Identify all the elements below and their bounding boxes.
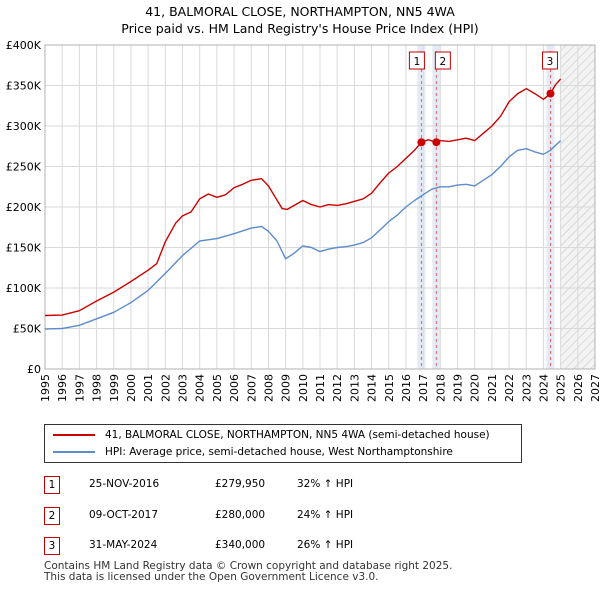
sale-label-box: 1 — [408, 51, 425, 70]
footer: Contains HM Land Registry data © Crown c… — [44, 561, 452, 583]
x-tick-label: 2021 — [486, 374, 499, 402]
legend-item-property: 41, BALMORAL CLOSE, NORTHAMPTON, NN5 4WA… — [53, 429, 490, 441]
sale-label: 3 — [547, 56, 554, 68]
x-tick-label: 2002 — [159, 374, 172, 402]
x-tick-label: 2010 — [297, 374, 310, 402]
x-tick-label: 2004 — [194, 374, 207, 402]
y-tick-label: £0 — [27, 363, 41, 376]
x-tick-label: 2026 — [572, 374, 585, 402]
y-tick-label: £250K — [6, 161, 42, 174]
transaction-badge: 3 — [44, 537, 60, 555]
x-tick-label: 2027 — [589, 374, 600, 402]
transaction-row: 2 09-OCT-2017 £280,000 24% ↑ HPI — [44, 507, 464, 525]
x-tick-label: 1997 — [73, 374, 86, 402]
chart-title: 41, BALMORAL CLOSE, NORTHAMPTON, NN5 4WA… — [0, 3, 600, 37]
x-tick-label: 2016 — [400, 374, 413, 402]
sale-label-box: 2 — [434, 51, 451, 70]
x-tick-label: 1998 — [91, 374, 104, 402]
x-tick-label: 2024 — [537, 374, 550, 402]
transaction-price: £280,000 — [215, 509, 266, 521]
transaction-hpi-delta: 24% ↑ HPI — [297, 509, 354, 521]
legend-swatch-property — [53, 434, 95, 436]
hpi-series-line — [44, 140, 562, 330]
y-tick-label: £200K — [6, 201, 42, 214]
sale-label: 1 — [414, 56, 421, 68]
x-tick-label: 2017 — [417, 374, 430, 402]
x-tick-label: 2001 — [142, 374, 155, 402]
x-tick-label: 2025 — [555, 374, 568, 402]
x-tick-label: 2003 — [177, 374, 190, 402]
x-tick-label: 1996 — [56, 374, 69, 402]
x-tick-label: 2018 — [434, 374, 447, 402]
transaction-price: £340,000 — [215, 539, 266, 551]
x-tick-label: 2023 — [520, 374, 533, 402]
y-tick-label: £100K — [6, 282, 42, 295]
x-tick-label: 2013 — [348, 374, 361, 402]
legend-item-hpi: HPI: Average price, semi-detached house,… — [53, 446, 453, 458]
x-tick-label: 2007 — [245, 374, 258, 402]
transaction-badge: 2 — [44, 507, 60, 525]
sale-point — [546, 89, 555, 98]
x-tick-label: 2015 — [383, 374, 396, 402]
x-tick-label: 2014 — [366, 374, 379, 402]
y-tick-label: £300K — [6, 120, 42, 133]
plot-border — [44, 44, 596, 370]
sale-label: 2 — [440, 56, 447, 68]
y-tick-label: £400K — [6, 39, 42, 52]
x-tick-label: 2011 — [314, 374, 327, 402]
sale-label-border — [541, 51, 558, 70]
x-tick-label: 2009 — [280, 374, 293, 402]
chart-title-line2: Price paid vs. HM Land Registry's House … — [121, 21, 479, 36]
x-tick-label: 2008 — [262, 374, 275, 402]
sale-point — [432, 138, 441, 147]
x-tick-label: 2006 — [228, 374, 241, 402]
legend: 41, BALMORAL CLOSE, NORTHAMPTON, NN5 4WA… — [44, 424, 522, 463]
x-tick-label: 2022 — [503, 374, 516, 402]
x-tick-label: 2019 — [452, 374, 465, 402]
x-tick-label: 1999 — [108, 374, 121, 402]
transaction-date: 31-MAY-2024 — [89, 539, 158, 551]
transaction-date: 09-OCT-2017 — [89, 509, 158, 521]
property-series-line — [44, 78, 562, 317]
legend-label-hpi: HPI: Average price, semi-detached house,… — [105, 446, 453, 458]
sale-label-box: 3 — [541, 51, 558, 70]
x-tick-label: 2020 — [469, 374, 482, 402]
footer-license: This data is licensed under the Open Gov… — [44, 571, 379, 583]
legend-swatch-hpi — [53, 451, 95, 453]
legend-label-property: 41, BALMORAL CLOSE, NORTHAMPTON, NN5 4WA… — [105, 429, 490, 441]
sale-label-border — [408, 51, 425, 70]
transaction-date: 25-NOV-2016 — [89, 478, 160, 490]
x-tick-label: 1995 — [39, 374, 52, 402]
transaction-row: 3 31-MAY-2024 £340,000 26% ↑ HPI — [44, 537, 464, 555]
x-tick-label: 2000 — [125, 374, 138, 402]
y-tick-label: £150K — [6, 242, 42, 255]
transaction-row: 1 25-NOV-2016 £279,950 32% ↑ HPI — [44, 476, 464, 494]
transaction-badge: 1 — [44, 476, 60, 494]
transaction-price: £279,950 — [215, 478, 266, 490]
price-chart: 1 2 3 £0 £50K £100K £150K £200K £250K £300K £350K £… — [6, 39, 600, 402]
y-tick-label: £350K — [6, 80, 42, 93]
x-tick-label: 2005 — [211, 374, 224, 402]
chart-title-line1: 41, BALMORAL CLOSE, NORTHAMPTON, NN5 4WA — [145, 4, 455, 19]
y-tick-label: £50K — [13, 323, 42, 336]
transaction-hpi-delta: 26% ↑ HPI — [297, 539, 354, 551]
sale-label-border — [434, 51, 451, 70]
x-tick-label: 2012 — [331, 374, 344, 402]
transaction-hpi-delta: 32% ↑ HPI — [297, 478, 354, 490]
sale-point — [417, 138, 426, 147]
footer-copyright: Contains HM Land Registry data © Crown c… — [44, 560, 453, 572]
